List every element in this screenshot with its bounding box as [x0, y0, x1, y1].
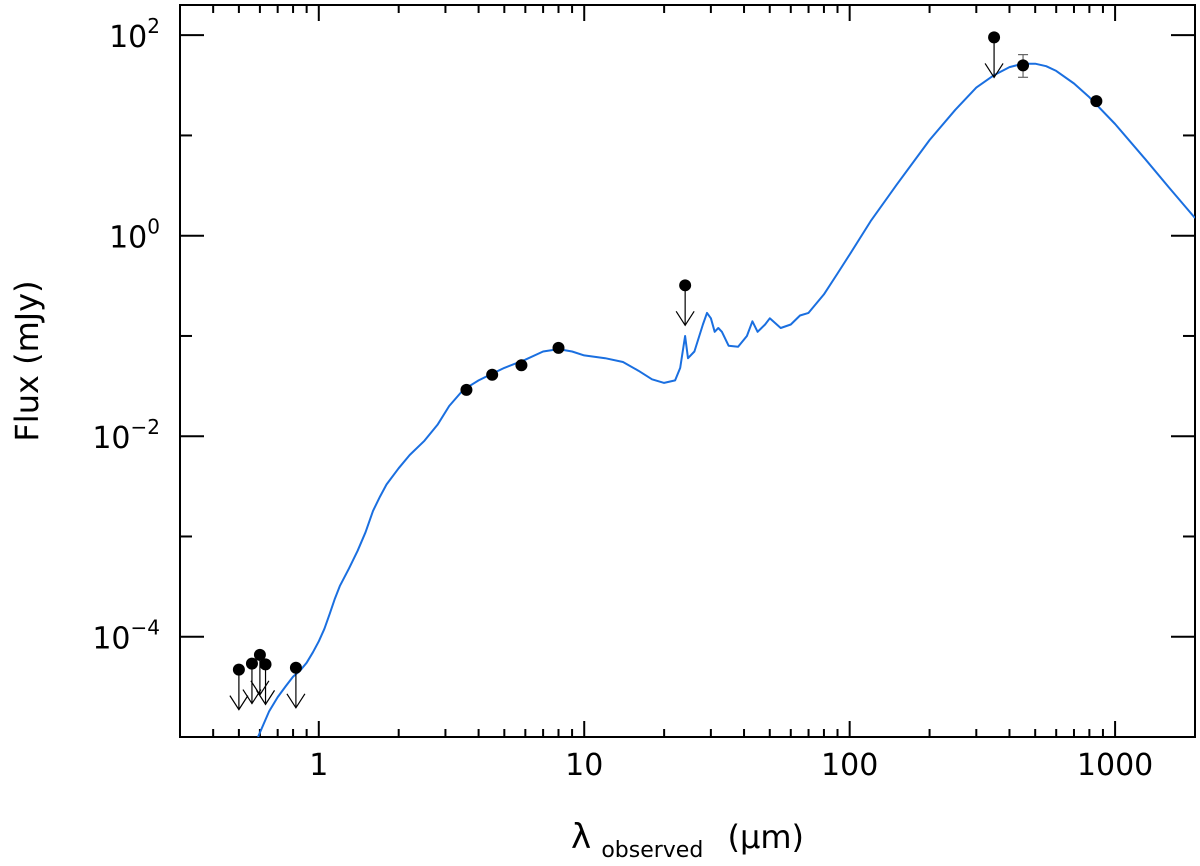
- upper-limit-arrow-head: [286, 693, 306, 709]
- x-tick-label: 100: [821, 748, 878, 783]
- y-tick-label: 10−4: [92, 616, 160, 657]
- y-tick-label-exponent: 2: [147, 14, 160, 38]
- detection-point: [1017, 59, 1030, 72]
- axis-labels: λ observed (μm) Flux (mJy): [8, 280, 804, 865]
- plot-frame: [179, 4, 1196, 738]
- y-tick-label-exponent: −2: [131, 415, 160, 439]
- detection-point: [552, 341, 565, 354]
- upper-limit-arrow-head: [242, 689, 262, 705]
- upper-limit-arrow-head: [675, 310, 695, 327]
- x-axis-label-subscript: observed: [601, 838, 703, 863]
- upper-limit-point: [253, 648, 266, 661]
- model-sed-line: [257, 62, 1195, 737]
- detection-point: [460, 383, 473, 396]
- upper-limit-point: [245, 657, 258, 670]
- x-axis-label: λ observed (μm): [571, 817, 804, 865]
- detection-point: [1090, 95, 1103, 108]
- y-tick-label: 10−2: [92, 415, 160, 456]
- model-layer: [257, 62, 1195, 737]
- y-tick-label-exponent: 0: [147, 215, 160, 239]
- upper-limit-arrow-head: [256, 690, 276, 706]
- upper-limit-arrow-head: [984, 63, 1004, 79]
- y-tick-label: 102: [109, 14, 160, 55]
- upper-limit-point: [679, 279, 692, 292]
- upper-limit-point: [289, 661, 302, 674]
- y-tick-label: 100: [109, 215, 160, 256]
- y-tick-label-base: 10: [109, 20, 147, 55]
- upper-limit-point: [232, 663, 245, 676]
- upper-limit-arrow-head: [229, 695, 249, 711]
- y-tick-label-exponent: −4: [131, 616, 160, 640]
- x-axis-label-symbol: λ: [571, 817, 591, 857]
- upper-limit-point: [988, 31, 1001, 44]
- x-tick-label: 1: [309, 748, 328, 783]
- upper-limit-point: [259, 658, 272, 671]
- x-tick-label: 10: [565, 748, 603, 783]
- y-axis-label: Flux (mJy): [8, 280, 46, 441]
- detection-point: [486, 368, 499, 381]
- y-tick-label-base: 10: [109, 221, 147, 256]
- y-tick-label-base: 10: [92, 421, 130, 456]
- x-tick-label: 1000: [1077, 748, 1153, 783]
- detection-point: [515, 359, 528, 372]
- x-axis-label-units: (μm): [727, 818, 804, 856]
- y-tick-label-base: 10: [92, 622, 130, 657]
- data-points: [229, 31, 1103, 711]
